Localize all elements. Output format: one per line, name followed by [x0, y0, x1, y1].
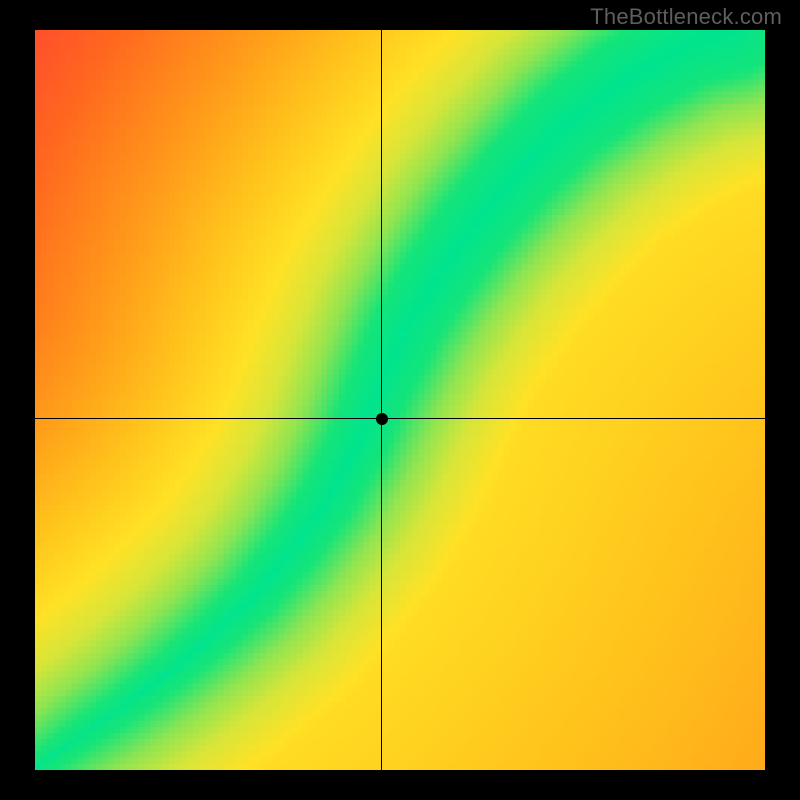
heatmap-plot: [35, 30, 765, 770]
watermark-text: TheBottleneck.com: [590, 4, 782, 30]
chart-container: TheBottleneck.com: [0, 0, 800, 800]
crosshair-horizontal: [35, 418, 765, 419]
crosshair-marker: [376, 413, 388, 425]
crosshair-vertical: [381, 30, 382, 770]
heatmap-canvas: [35, 30, 765, 770]
